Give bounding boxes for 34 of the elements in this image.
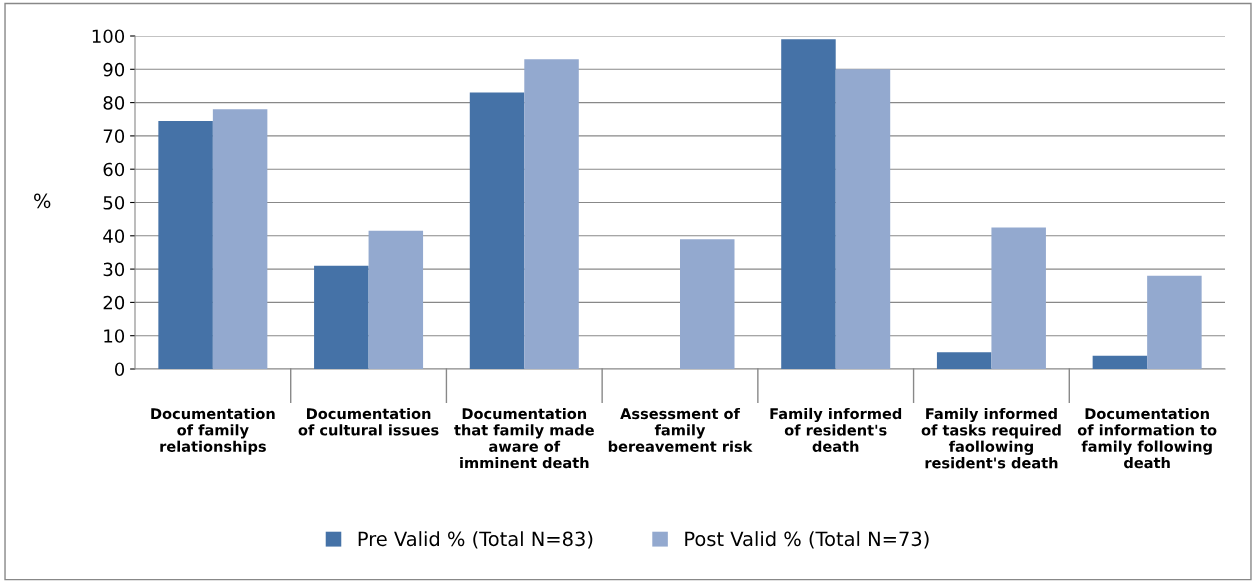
bar [212,109,268,369]
bar [991,227,1046,369]
bar [1147,275,1202,369]
x-tick-label: Assessment of family bereavement risk [608,407,753,452]
x-tick-label: Family informed of tasks required faollowing resident's death [921,407,1061,469]
x-tick-label: Family informed of resident's death [770,407,902,452]
x-tick-label: Documentation that family made aware of imminent death [454,407,594,469]
legend-label: Post Valid % (Total N=73) [685,531,929,549]
y-tick-label: 50 [103,195,125,210]
y-tick-label: 60 [103,162,125,177]
bar [368,230,424,369]
x-tick-label: Documentation of cultural issues [298,407,439,436]
bar [314,265,369,369]
legend-label: Pre Valid % (Total N=83) [358,531,593,549]
y-tick-label: 70 [103,129,125,144]
y-tick-label: 80 [103,96,125,110]
y-tick-label: 40 [103,229,125,243]
y-tick-label: 90 [103,62,125,77]
x-tick-label: Documentation of information to family following death [1077,407,1217,469]
y-axis-title: % [34,193,51,209]
bar [469,92,525,369]
y-tick-label: 30 [103,262,125,277]
bar [781,39,836,369]
bar [158,120,213,369]
y-tick-label: 100 [92,29,125,44]
bar [680,239,735,369]
bar [1092,355,1148,369]
bar [835,69,891,369]
y-tick-label: 10 [104,329,125,343]
y-tick-label: 0 [114,362,125,377]
x-tick-label: Documentation of family relationships [151,407,275,455]
y-tick-label: 20 [103,295,125,310]
bar [524,59,579,369]
bar [936,352,992,369]
